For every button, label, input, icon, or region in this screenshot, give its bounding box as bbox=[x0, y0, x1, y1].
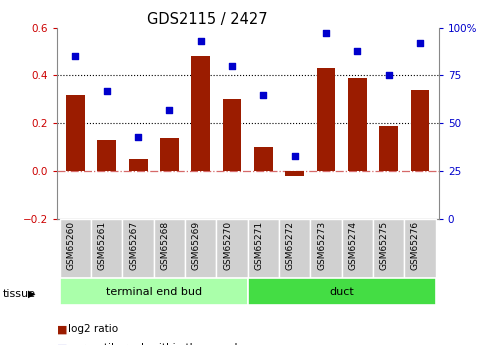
Bar bbox=[91, 219, 122, 278]
Bar bbox=[404, 219, 436, 278]
Bar bbox=[311, 219, 342, 278]
Text: GSM65276: GSM65276 bbox=[411, 221, 420, 270]
Point bbox=[166, 107, 174, 113]
Text: tissue: tissue bbox=[2, 289, 35, 299]
Bar bbox=[98, 140, 116, 171]
Bar bbox=[223, 99, 242, 171]
Bar bbox=[160, 138, 179, 171]
Bar bbox=[129, 159, 147, 171]
Text: ■: ■ bbox=[57, 325, 67, 334]
Bar bbox=[254, 147, 273, 171]
Text: ▶: ▶ bbox=[28, 289, 35, 299]
Point bbox=[103, 88, 111, 93]
Text: ■: ■ bbox=[57, 344, 67, 345]
Text: GSM65273: GSM65273 bbox=[317, 221, 326, 270]
Text: GSM65269: GSM65269 bbox=[192, 221, 201, 270]
Bar bbox=[216, 219, 248, 278]
Point bbox=[134, 134, 142, 139]
Text: GSM65271: GSM65271 bbox=[254, 221, 263, 270]
Bar bbox=[122, 219, 154, 278]
Point bbox=[291, 153, 299, 159]
Bar bbox=[66, 95, 85, 171]
Bar bbox=[60, 278, 248, 305]
Text: GSM65275: GSM65275 bbox=[380, 221, 388, 270]
Point bbox=[197, 38, 205, 44]
Point bbox=[385, 73, 392, 78]
Bar bbox=[379, 126, 398, 171]
Text: GSM65268: GSM65268 bbox=[160, 221, 170, 270]
Point bbox=[416, 40, 424, 46]
Bar bbox=[279, 219, 311, 278]
Bar bbox=[348, 78, 367, 171]
Bar bbox=[342, 219, 373, 278]
Point bbox=[228, 63, 236, 69]
Text: terminal end bud: terminal end bud bbox=[106, 287, 202, 296]
Text: GSM65272: GSM65272 bbox=[286, 221, 295, 270]
Bar bbox=[373, 219, 404, 278]
Point bbox=[322, 31, 330, 36]
Point bbox=[259, 92, 267, 97]
Bar bbox=[285, 171, 304, 176]
Text: GSM65260: GSM65260 bbox=[67, 221, 75, 270]
Bar bbox=[60, 219, 91, 278]
Bar bbox=[185, 219, 216, 278]
Text: percentile rank within the sample: percentile rank within the sample bbox=[68, 344, 244, 345]
Bar bbox=[248, 278, 436, 305]
Text: GSM65267: GSM65267 bbox=[129, 221, 138, 270]
Bar bbox=[191, 56, 210, 171]
Bar bbox=[411, 90, 429, 171]
Text: GSM65270: GSM65270 bbox=[223, 221, 232, 270]
Text: duct: duct bbox=[329, 287, 354, 296]
Text: GSM65274: GSM65274 bbox=[349, 221, 357, 270]
Text: log2 ratio: log2 ratio bbox=[68, 325, 118, 334]
Bar bbox=[248, 219, 279, 278]
Point bbox=[353, 48, 361, 53]
Bar bbox=[317, 68, 335, 171]
Text: GSM65261: GSM65261 bbox=[98, 221, 107, 270]
Text: GDS2115 / 2427: GDS2115 / 2427 bbox=[147, 12, 267, 27]
Point bbox=[71, 53, 79, 59]
Bar bbox=[154, 219, 185, 278]
